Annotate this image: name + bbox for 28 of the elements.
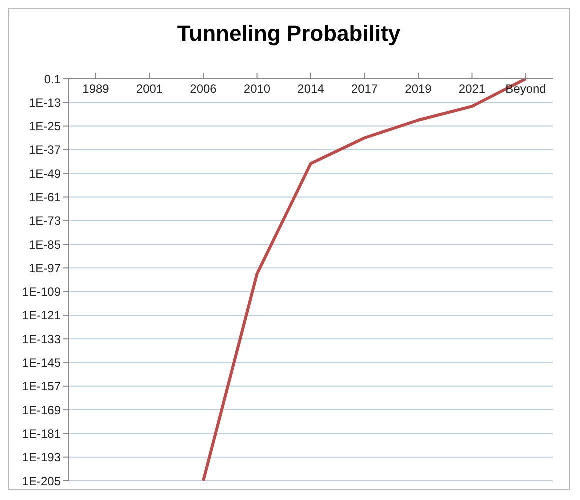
x-tick-label: 2014 <box>298 82 325 96</box>
y-tick-label: 1E-73 <box>28 214 62 228</box>
y-tick-label: 1E-49 <box>28 166 62 181</box>
y-tick-label: 1E-133 <box>22 332 62 346</box>
x-tick-label: 2019 <box>405 82 432 96</box>
y-tick-label: 1E-61 <box>28 190 62 204</box>
x-tick-label: 2010 <box>244 82 271 96</box>
y-tick-label: 1E-37 <box>28 143 62 158</box>
x-tick-label: 2001 <box>136 82 164 96</box>
y-tick-label: 1E-205 <box>22 474 62 488</box>
y-tick-label: 1E-25 <box>28 120 62 134</box>
y-tick-label: 1E-145 <box>22 356 62 370</box>
y-tick-label: 1E-169 <box>22 403 62 418</box>
y-tick-label: 1E-109 <box>22 285 62 300</box>
x-tick-label: 2017 <box>351 82 378 96</box>
y-tick-label: 1E-157 <box>22 380 62 394</box>
x-tick-label: 2021 <box>458 82 486 96</box>
y-tick-label: 1E-193 <box>22 450 62 465</box>
y-tick-label: 1E-97 <box>28 261 62 276</box>
y-tick-label: 1E-85 <box>28 238 62 252</box>
y-tick-label: 1E-181 <box>22 426 62 441</box>
chart-title: Tunneling Probability <box>176 20 402 48</box>
x-tick-label: Beyond <box>506 82 546 96</box>
x-tick-label: 2006 <box>190 82 218 96</box>
y-tick-label: 0.1 <box>44 72 62 86</box>
y-tick-label: 1E-121 <box>22 308 62 323</box>
x-tick-label: 1989 <box>82 82 110 96</box>
y-tick-label: 1E-13 <box>28 96 62 110</box>
